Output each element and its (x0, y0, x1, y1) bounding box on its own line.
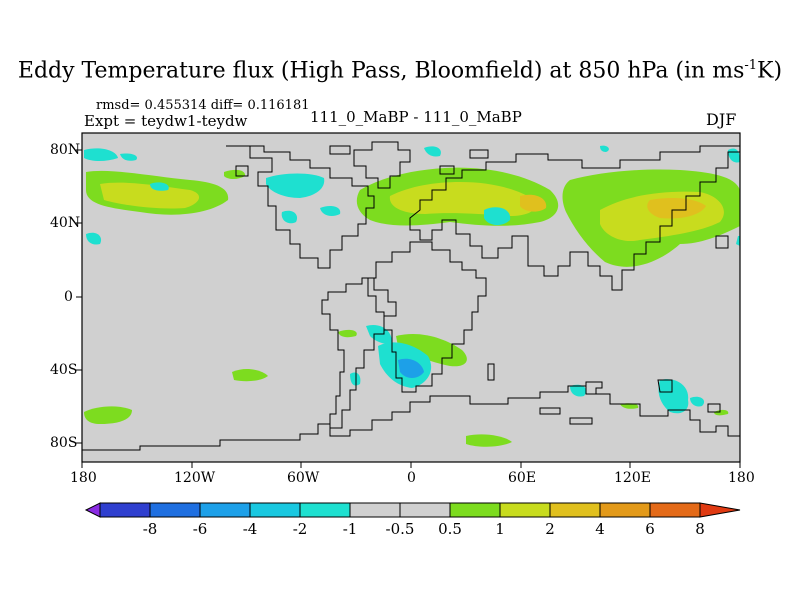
case-label: 111_0_MaBP - 111_0_MaBP (310, 108, 522, 126)
x-tick-label: 0 (407, 470, 416, 486)
y-tick-label: 80N (50, 142, 81, 158)
colorbar-label: -8 (142, 520, 158, 538)
colorbar-label: 1 (495, 520, 505, 538)
colorbar-label: 4 (595, 520, 605, 538)
colorbar-cell-1 (99, 502, 151, 518)
plot-title: Eddy Temperature flux (High Pass, Bloomf… (17, 58, 783, 84)
colorbar-label: -1 (342, 520, 358, 538)
colorbar-cell-11 (599, 502, 651, 518)
colorbar-label: -2 (292, 520, 308, 538)
colorbar (84, 502, 741, 518)
colorbar-label: -4 (242, 520, 258, 538)
colorbar-cell-7 (399, 502, 451, 518)
x-tick-label: 60E (508, 470, 537, 486)
colorbar-cell-5 (299, 502, 351, 518)
colorbar-cell-2 (149, 502, 201, 518)
y-tick-label: 40S (50, 362, 78, 378)
colorbar-cell-8 (449, 502, 501, 518)
coastlines (82, 141, 741, 451)
colorbar-cell-6 (349, 502, 401, 518)
colorbar-label: -6 (192, 520, 208, 538)
colorbar-cell-0 (84, 502, 101, 518)
colorbar-cell-9 (499, 502, 551, 518)
y-tick-label: 0 (64, 289, 73, 305)
colorbar-cell-3 (199, 502, 251, 518)
colorbar-label: 6 (645, 520, 655, 538)
y-tick-label: 80S (50, 435, 78, 451)
colorbar-label: -0.5 (385, 520, 415, 538)
experiment-label: Expt = teydw1-teydw (84, 112, 248, 130)
colorbar-label: 2 (545, 520, 555, 538)
y-tick-label: 40N (50, 215, 81, 231)
colorbar-cell-13 (699, 502, 741, 518)
colorbar-cell-10 (549, 502, 601, 518)
x-tick-label: 120W (174, 470, 216, 486)
x-tick-label: 180 (728, 470, 755, 486)
x-tick-label: 120E (614, 470, 651, 486)
stats-label: rmsd= 0.455314 diff= 0.116181 (96, 98, 310, 113)
axis-ticks (76, 149, 741, 468)
x-tick-label: 180 (70, 470, 97, 486)
colorbar-cell-4 (249, 502, 301, 518)
x-tick-label: 60W (287, 470, 320, 486)
colorbar-label: 8 (695, 520, 705, 538)
season-label: DJF (706, 110, 737, 129)
colorbar-label: 0.5 (438, 520, 462, 538)
colorbar-cell-12 (649, 502, 701, 518)
